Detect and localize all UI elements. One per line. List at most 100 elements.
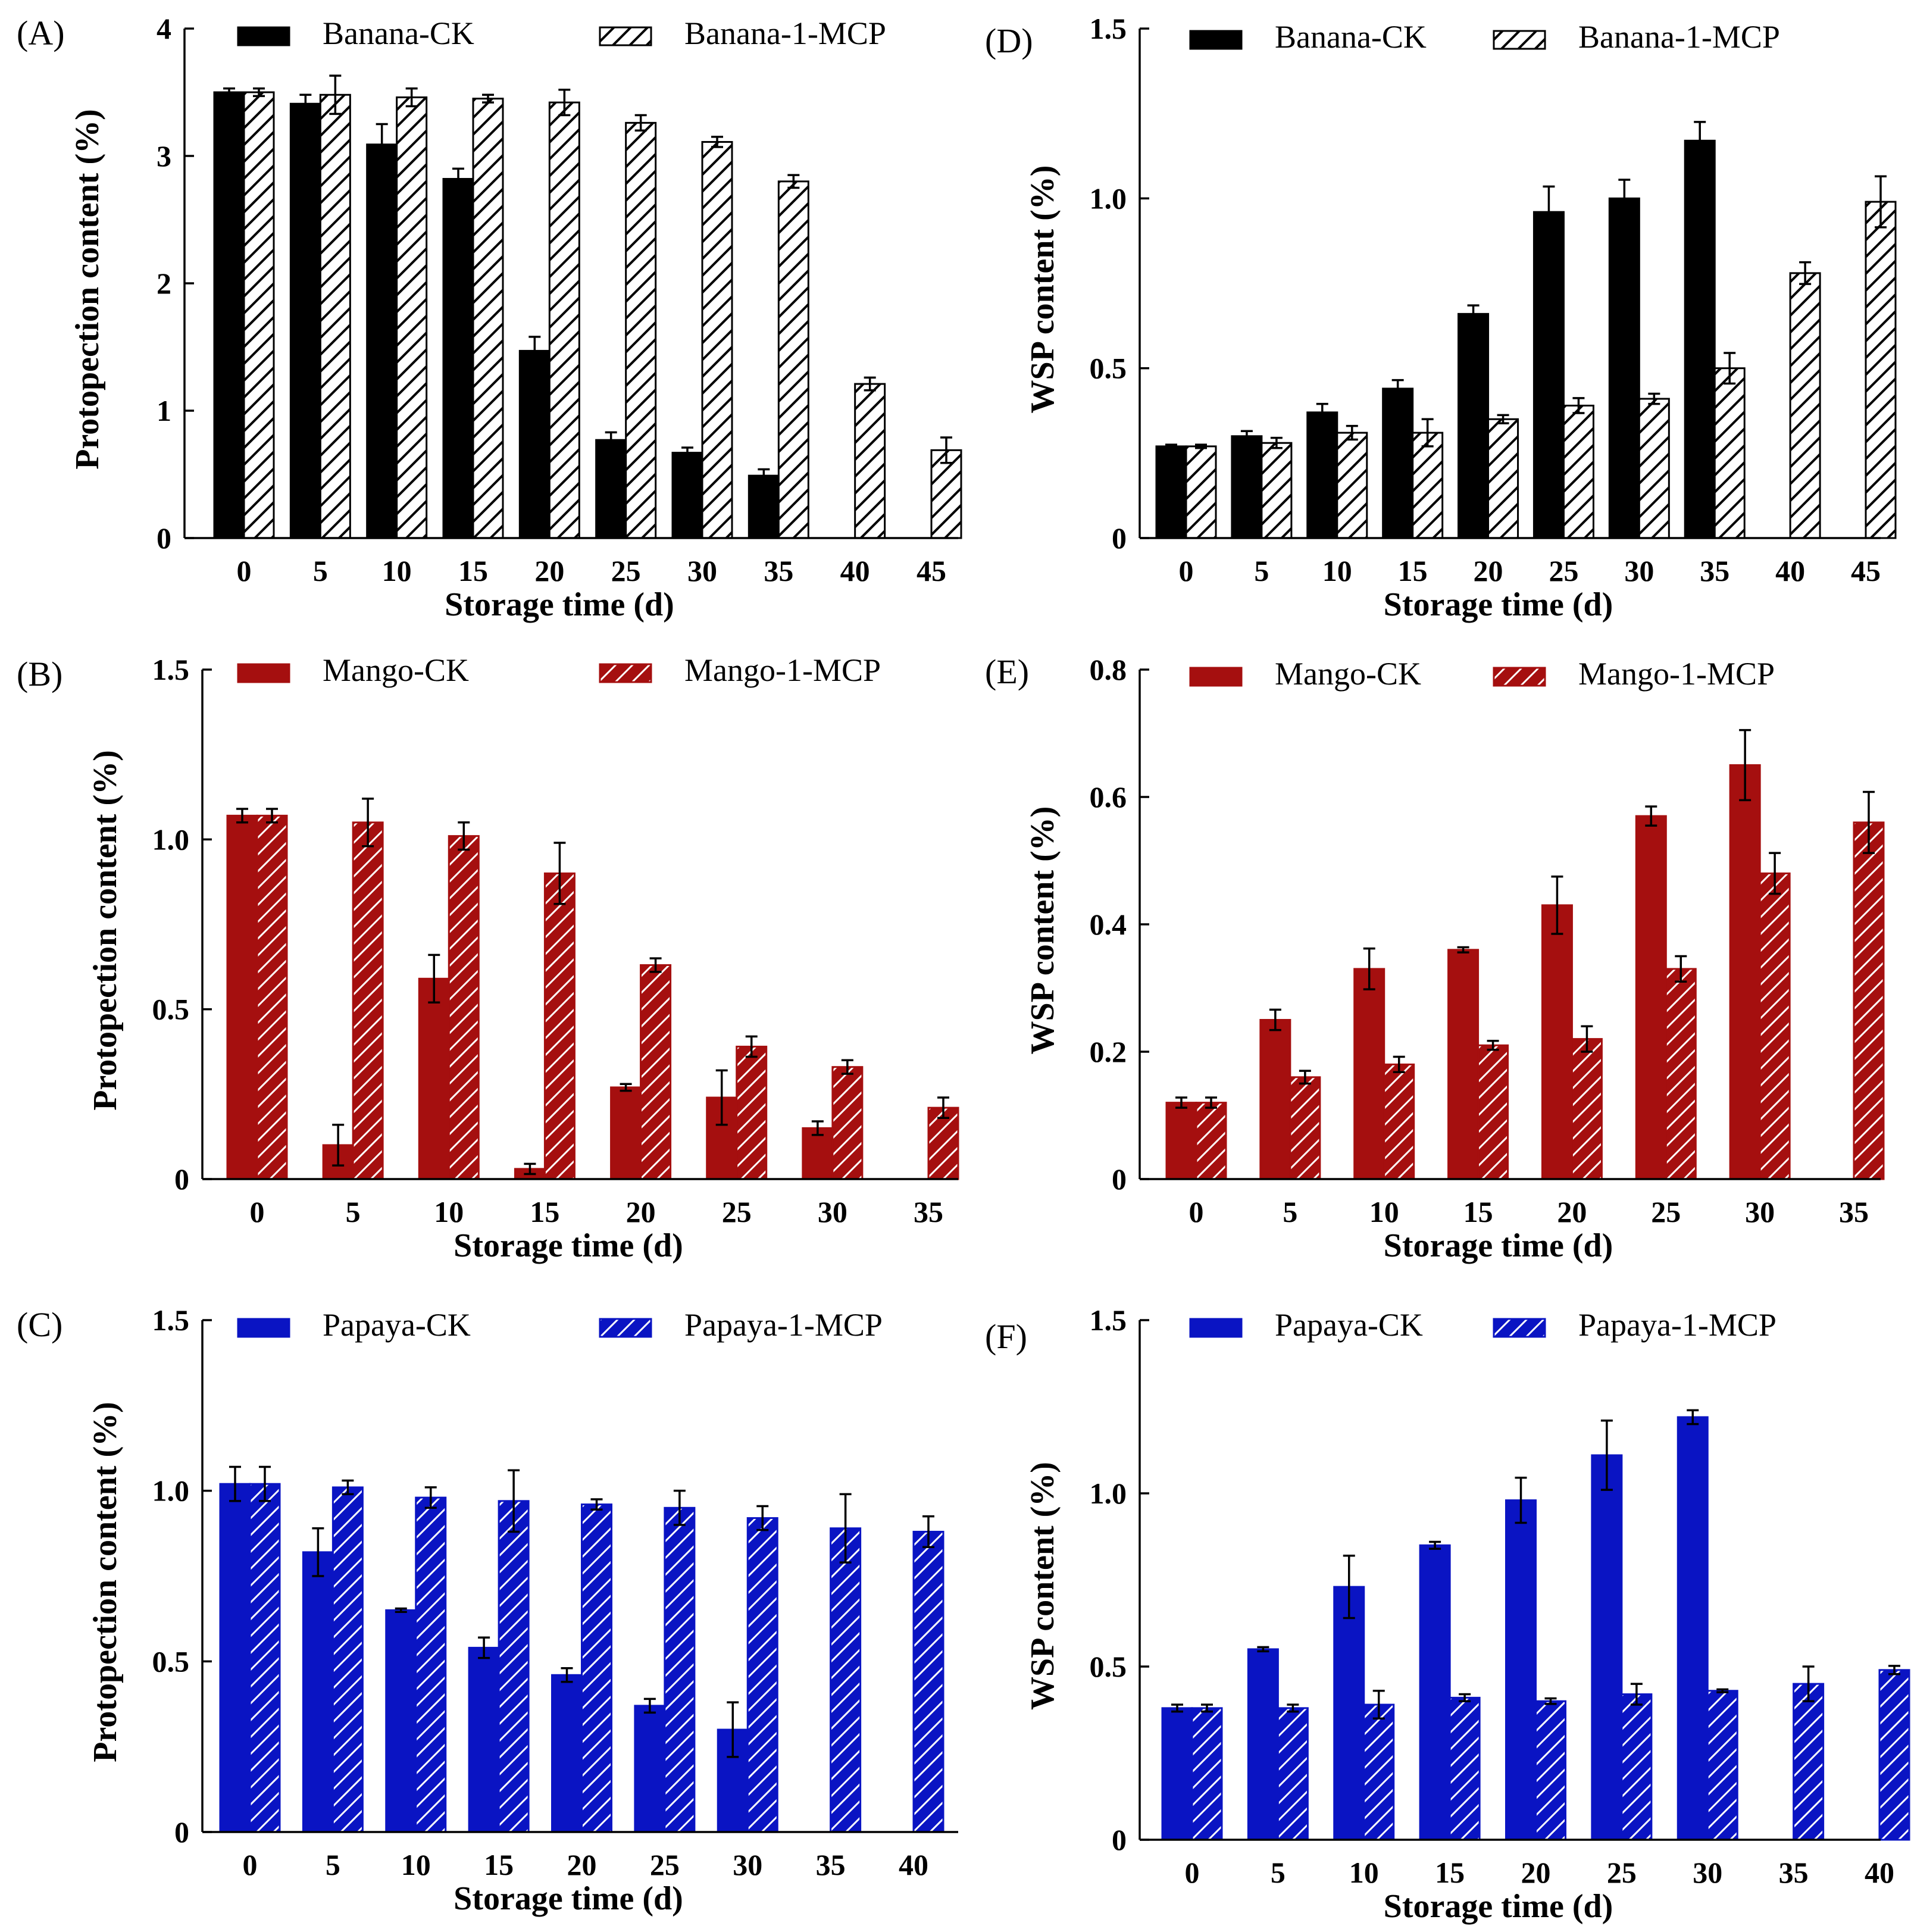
bar-1mcp (243, 91, 275, 539)
bar-ck (1306, 411, 1338, 539)
legend-swatch (1189, 1318, 1243, 1338)
legend: Mango-CK Mango-1-MCP (237, 652, 881, 688)
error-bar (1391, 379, 1404, 398)
bar-1mcp (1277, 1707, 1309, 1841)
y-tick-label: 0 (1112, 1162, 1127, 1196)
legend-swatch (1493, 667, 1546, 687)
legend-swatch (1189, 667, 1243, 687)
error-bar (1739, 729, 1752, 802)
x-tick-label: 30 (1624, 554, 1654, 587)
legend-swatch (237, 26, 290, 46)
error-bar (1630, 1683, 1643, 1706)
y-axis-title: Protopection content (%) (87, 750, 124, 1111)
x-tick-label: 10 (401, 1848, 431, 1881)
error-bar (1600, 1420, 1613, 1491)
error-bar (1363, 947, 1375, 990)
bar-ck (1532, 211, 1565, 539)
y-tick-label: 1 (157, 394, 171, 427)
legend-swatch (599, 1318, 652, 1338)
error-bar (649, 957, 662, 973)
legend-label: Banana-1-MCP (684, 15, 886, 51)
x-tick-label: 0 (1179, 554, 1194, 587)
bar-ck (595, 439, 627, 539)
x-tick-label: 45 (1851, 554, 1881, 587)
error-bar (590, 1498, 603, 1511)
x-tick-label: 30 (687, 554, 717, 587)
bar-ck (1729, 764, 1761, 1180)
bar-1mcp (1535, 1700, 1566, 1841)
x-tick-label: 5 (313, 554, 328, 587)
error-bar (1802, 1665, 1815, 1702)
bar-1mcp (1713, 367, 1746, 539)
x-tick-label: 15 (530, 1195, 559, 1228)
error-bar (1799, 261, 1812, 285)
x-tick-label: 20 (567, 1848, 597, 1881)
x-tick-label: 15 (484, 1848, 514, 1881)
panel-letter: (D) (985, 21, 1033, 60)
legend-swatch (599, 663, 652, 683)
x-tick-label: 40 (1865, 1856, 1894, 1889)
bar-1mcp (1638, 398, 1670, 539)
error-bar (452, 167, 464, 190)
bar-1mcp (1289, 1076, 1321, 1180)
error-bar (376, 123, 388, 166)
x-tick-label: 10 (1369, 1195, 1399, 1228)
bar-1mcp (1412, 432, 1444, 539)
error-bar (1863, 790, 1875, 854)
x-tick-label: 25 (722, 1195, 752, 1228)
x-tick-label: 5 (1283, 1195, 1297, 1228)
y-tick-label: 1.0 (1090, 1477, 1127, 1510)
bar-1mcp (746, 1517, 778, 1833)
bar-1mcp (1878, 1669, 1910, 1841)
x-axis-title: Storage time (d) (453, 1227, 683, 1264)
bar-ck (1458, 312, 1490, 539)
y-tick-label: 4 (157, 12, 171, 45)
bar-1mcp (498, 1500, 530, 1833)
bar-ck (1684, 139, 1716, 539)
x-tick-label: 10 (1322, 554, 1352, 587)
bar-1mcp (736, 1045, 768, 1180)
x-tick-label: 25 (1607, 1856, 1637, 1889)
x-axis-title: Storage time (d) (1384, 586, 1613, 623)
error-bar (424, 1486, 437, 1509)
y-tick-label: 0.6 (1090, 780, 1127, 814)
y-tick-label: 0.5 (152, 1645, 190, 1678)
error-bar (1287, 1703, 1299, 1713)
x-tick-label: 35 (1779, 1856, 1809, 1889)
bar-ck (219, 1483, 251, 1833)
error-bar (1687, 1409, 1699, 1425)
bar-1mcp (1562, 404, 1594, 539)
bar-1mcp (1336, 432, 1368, 539)
bar-1mcp (1621, 1693, 1653, 1841)
bar-1mcp (1477, 1044, 1509, 1180)
bar-1mcp (777, 180, 809, 539)
legend: Banana-CK Banana-1-MCP (1189, 19, 1780, 55)
panel-letter: (B) (17, 655, 62, 693)
y-tick-label: 3 (157, 139, 171, 173)
x-tick-label: 35 (914, 1195, 943, 1228)
legend-swatch (1189, 30, 1243, 50)
error-bar (1257, 1646, 1269, 1653)
x-tick-label: 40 (1775, 554, 1805, 587)
error-bar (937, 1096, 949, 1120)
legend-swatch (1493, 30, 1546, 50)
x-axis-title: Storage time (d) (1384, 1227, 1613, 1264)
x-tick-label: 15 (1435, 1856, 1465, 1889)
bar-ck (366, 143, 398, 539)
error-bar (1724, 352, 1736, 385)
error-bar (745, 1035, 758, 1058)
bar-1mcp (1383, 1063, 1415, 1180)
y-tick-label: 0.5 (1090, 352, 1127, 385)
error-bar (1497, 414, 1509, 424)
error-bar (727, 1701, 739, 1758)
bar-ck (1677, 1416, 1709, 1841)
x-tick-label: 0 (250, 1195, 265, 1228)
bar-1mcp (1865, 201, 1897, 539)
bar-1mcp (927, 1106, 959, 1180)
error-bar (1457, 946, 1469, 954)
y-tick-label: 1.5 (1090, 12, 1127, 45)
error-bar (253, 87, 265, 98)
bar-1mcp (319, 93, 351, 539)
bar-ck (1419, 1544, 1451, 1841)
error-bar (864, 376, 876, 392)
